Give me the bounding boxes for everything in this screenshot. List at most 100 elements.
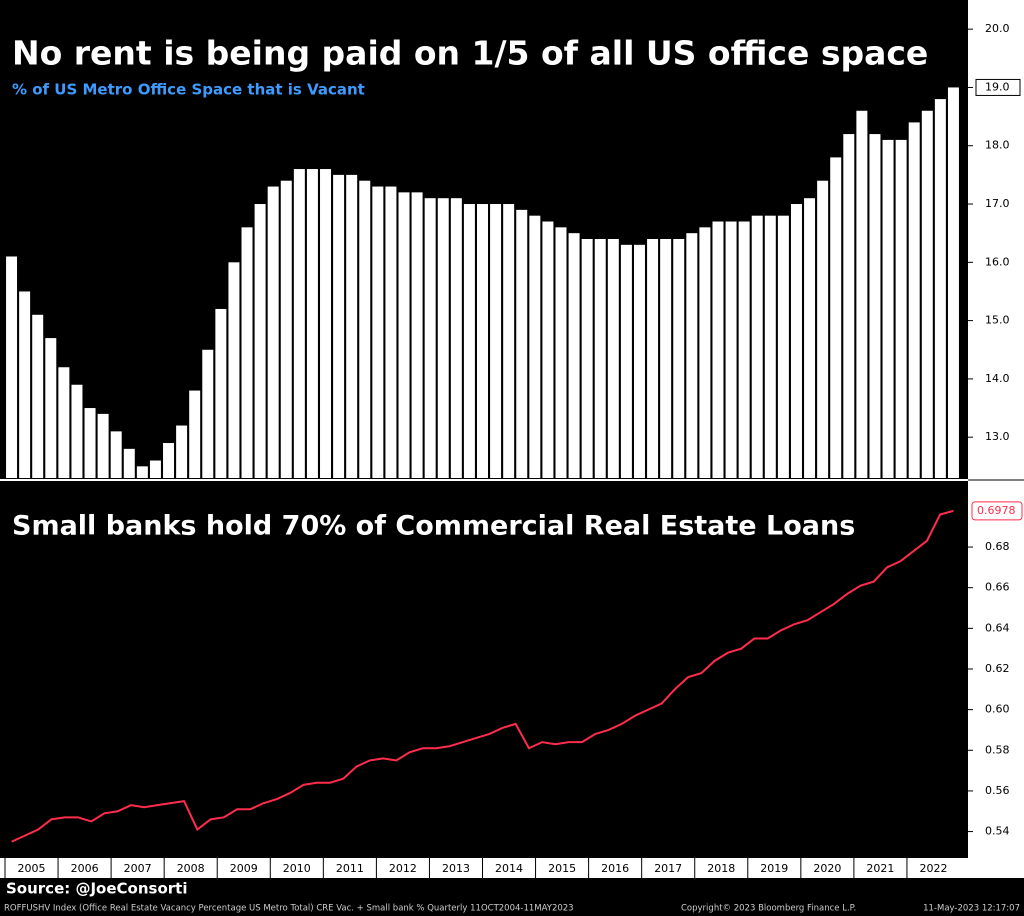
y-tick-label: 0.60 [985, 703, 1010, 716]
bar [333, 174, 345, 478]
bar [136, 466, 148, 478]
bar [843, 134, 855, 478]
bar [620, 244, 632, 478]
x-tick-label: 2010 [283, 862, 311, 875]
bar [699, 227, 711, 478]
bar [411, 192, 423, 479]
x-tick-label: 2022 [919, 862, 947, 875]
bar [228, 262, 240, 478]
copyright: Copyright© 2023 Bloomberg Finance L.P. [681, 904, 856, 914]
bar [149, 460, 161, 478]
x-tick-label: 2008 [177, 862, 205, 875]
x-tick-label: 2006 [71, 862, 99, 875]
last-value-label: 0.6978 [977, 504, 1016, 517]
bar [398, 192, 410, 479]
bar [346, 174, 358, 478]
bar [607, 239, 619, 478]
x-tick-label: 2013 [442, 862, 470, 875]
y-tick-label: 14.0 [985, 372, 1010, 385]
bar [882, 139, 894, 478]
bar [71, 384, 83, 478]
bar [516, 209, 528, 479]
bar [895, 139, 907, 478]
y-tick-label: 15.0 [985, 314, 1010, 327]
x-tick-label: 2017 [654, 862, 682, 875]
last-value-box [975, 78, 1021, 96]
bar [490, 204, 502, 478]
x-tick-label: 2021 [866, 862, 894, 875]
x-tick-label: 2011 [336, 862, 364, 875]
bar [830, 157, 842, 478]
bar [764, 215, 776, 478]
bar [804, 198, 816, 478]
bar [424, 198, 436, 478]
bar [503, 204, 515, 478]
y-tick-label: 0.66 [985, 581, 1010, 594]
chart-title: Small banks hold 70% of Commercial Real … [12, 511, 855, 542]
bar [555, 227, 567, 478]
x-tick-label: 2007 [124, 862, 152, 875]
bar [6, 256, 18, 478]
x-tick-label: 2015 [548, 862, 576, 875]
y-tick-label: 0.68 [985, 540, 1010, 553]
y-tick-label: 0.54 [985, 825, 1010, 838]
bar [581, 239, 593, 478]
last-value-box [971, 501, 1023, 521]
bar [947, 87, 959, 478]
bar [934, 99, 946, 478]
bar [58, 367, 70, 478]
bar [267, 186, 279, 478]
y-tick-label: 0.64 [985, 621, 1010, 634]
bar [529, 215, 541, 478]
bar [856, 110, 868, 478]
last-value-label: 19.0 [985, 80, 1010, 93]
bar [306, 169, 318, 479]
x-tick-label: 2009 [230, 862, 258, 875]
x-tick-label: 2005 [18, 862, 46, 875]
bar [176, 425, 188, 478]
bar [437, 198, 449, 478]
bar [202, 349, 214, 478]
x-axis-strip [0, 858, 968, 878]
y-tick-label: 13.0 [985, 430, 1010, 443]
x-tick-label: 2012 [389, 862, 417, 875]
y-tick-label: 0.58 [985, 743, 1010, 756]
bar [647, 239, 659, 478]
bar [477, 204, 488, 478]
bar [359, 180, 371, 478]
bar [712, 221, 724, 478]
bar [45, 338, 57, 478]
bar [777, 215, 789, 478]
y-tick-label: 18.0 [985, 139, 1010, 152]
bar [450, 198, 462, 478]
bar [817, 180, 829, 478]
y-tick-label: 17.0 [985, 197, 1010, 210]
bar [673, 239, 685, 478]
bar [869, 134, 881, 478]
bar [215, 308, 227, 478]
bar [163, 443, 175, 478]
chart-title: No rent is being paid on 1/5 of all US o… [12, 34, 928, 73]
bar [921, 110, 933, 478]
bar [908, 122, 920, 478]
y-tick-label: 20.0 [985, 22, 1010, 35]
bar [293, 169, 305, 479]
bar [633, 244, 645, 478]
description: ROFFUSHV Index (Office Real Estate Vacan… [4, 904, 574, 914]
line [11, 509, 954, 843]
bar [110, 431, 122, 478]
bar [463, 204, 475, 478]
timestamp: 11-May-2023 12:17:07 [923, 904, 1020, 914]
bar [790, 204, 802, 478]
bar [320, 169, 332, 479]
bar [123, 448, 135, 478]
y-tick-label: 0.62 [985, 662, 1010, 675]
bar [660, 239, 672, 478]
bar [97, 413, 109, 478]
y-axis-strip [968, 0, 1024, 878]
bar [751, 215, 763, 478]
x-tick-label: 2016 [601, 862, 629, 875]
bar [385, 186, 397, 478]
y-tick-label: 16.0 [985, 255, 1010, 268]
bar [19, 291, 31, 478]
